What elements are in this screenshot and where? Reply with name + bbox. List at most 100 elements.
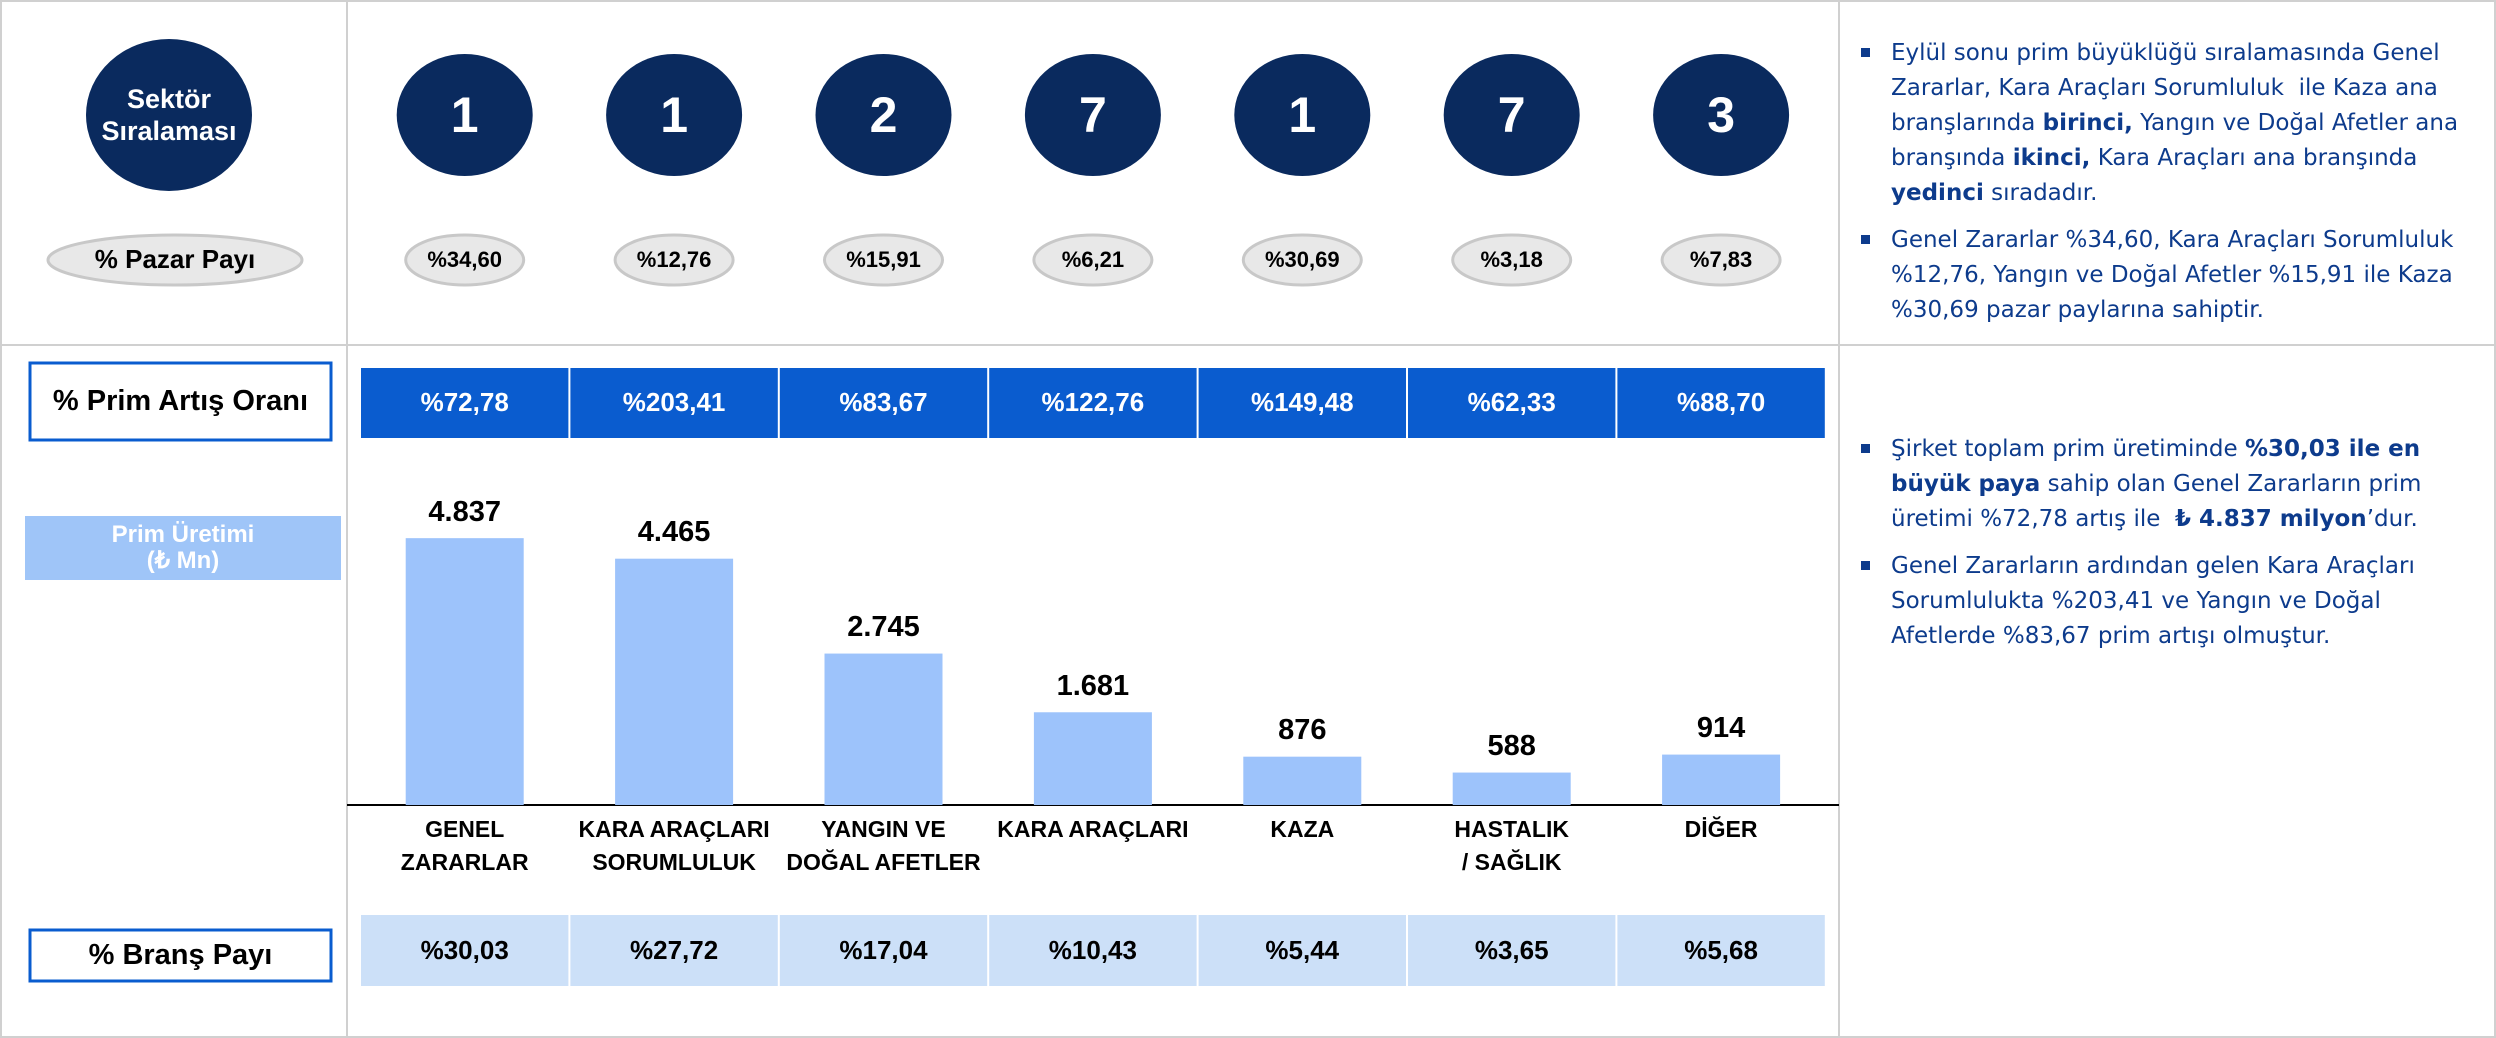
share-badge — [1660, 233, 1782, 287]
growth-rate: %88,70 — [1676, 387, 1766, 418]
growth-cell — [989, 368, 1197, 438]
bullet: Genel Zararların ardından gelen Kara Ara… — [1859, 549, 2469, 654]
rank-badge — [1024, 54, 1161, 176]
branch-share: %30,03 — [420, 934, 509, 965]
share-badge — [613, 233, 735, 287]
x-tick-label: GENEL ZARARLAR — [400, 816, 529, 875]
value-label: 914 — [1696, 712, 1746, 745]
branch-cell — [989, 915, 1197, 986]
value-label: 876 — [1278, 714, 1327, 747]
rank-badge — [606, 54, 743, 176]
rank-badge — [1234, 54, 1371, 176]
bullet-text: Kara Araçları ana branşında — [2090, 145, 2425, 171]
growth-rate: %203,41 — [622, 387, 726, 418]
y-label-box — [25, 516, 341, 580]
value-label: 4.837 — [428, 495, 501, 528]
rank: 1 — [1288, 87, 1317, 143]
branch-cell — [1617, 915, 1825, 986]
x-tick-label: DİĞER — [1684, 816, 1758, 842]
rank: 1 — [660, 87, 688, 143]
growth-rate: %62,33 — [1467, 387, 1556, 418]
branch-cell — [570, 915, 778, 986]
rank-badge — [1443, 54, 1580, 176]
bullet-text: sıradadır. — [1983, 180, 2098, 206]
ranking-badge — [86, 39, 252, 191]
bullets-top: Eylül sonu prim büyüklüğü sıralamasında … — [1859, 36, 2469, 340]
market-share: %30,69 — [1264, 246, 1340, 272]
x-tick-label: HASTALIK / SAĞLIK — [1454, 816, 1569, 875]
bullet-text: ikinci, — [2012, 145, 2091, 171]
bar — [1662, 754, 1781, 805]
value-label: 4.465 — [637, 516, 711, 549]
growth-label-box — [28, 361, 333, 442]
bullet-text: ’dur. — [2366, 506, 2418, 532]
share-badge — [46, 233, 304, 287]
growth-cell — [361, 368, 569, 438]
rank-badge — [815, 54, 952, 176]
bullet: Şirket toplam prim üretiminde %30,03 ile… — [1859, 432, 2469, 537]
bullet-text: %30,03 ile en büyük paya — [1891, 436, 2429, 497]
x-tick-label: KAZA — [1270, 816, 1335, 842]
bar — [615, 558, 734, 805]
market-share-label: % Pazar Payı — [94, 244, 256, 275]
growth-rate: %72,78 — [420, 387, 509, 418]
growth-cell — [1408, 368, 1616, 438]
bullet-text: yedinci — [1891, 180, 1984, 206]
bullet-text: birinci, — [2042, 110, 2133, 136]
bullet-text: Genel Zararlar %34,60, Kara Araçları Sor… — [1891, 227, 2461, 323]
rank: 3 — [1707, 87, 1735, 143]
branch-share: %27,72 — [629, 934, 719, 965]
bar — [405, 538, 524, 805]
growth-cell — [1617, 368, 1825, 438]
rank: 7 — [1078, 87, 1107, 143]
growth-cell — [779, 368, 988, 438]
branch-share: %10,43 — [1048, 934, 1137, 965]
x-tick-label: KARA ARAÇLARI SORUMLULUK — [578, 816, 770, 875]
rank: 1 — [450, 87, 479, 143]
value-label: 588 — [1487, 730, 1536, 763]
rank: 7 — [1497, 87, 1526, 143]
branch-cell — [1198, 915, 1406, 986]
x-tick-label: YANGIN VE DOĞAL AFETLER — [786, 816, 981, 875]
growth-cell — [570, 368, 778, 438]
growth-rate: %83,67 — [839, 387, 928, 418]
rank-badge — [1653, 54, 1790, 176]
growth-cell — [1198, 368, 1406, 438]
growth-label: % Prim Artış Oranı — [52, 385, 309, 418]
bullet-text: Genel Zararların ardından gelen Kara Ara… — [1891, 553, 2423, 649]
market-share: %3,18 — [1480, 246, 1543, 272]
branch-share: %3,65 — [1474, 934, 1549, 965]
branch-share: %5,68 — [1684, 934, 1758, 965]
bullet-text: ₺ 4.837 milyon — [2175, 506, 2367, 532]
market-share: %15,91 — [846, 246, 921, 272]
share-badge — [1241, 233, 1363, 287]
value-label: 2.745 — [847, 611, 920, 644]
bar — [1243, 756, 1362, 805]
share-badge — [1032, 233, 1154, 287]
market-share: %6,21 — [1061, 246, 1125, 272]
bullet-text: Eylül sonu prim büyüklüğü sıralamasında … — [1891, 40, 2447, 136]
y-label: Prim Üretimi (₺ Mn) — [111, 520, 255, 574]
bullet: Genel Zararlar %34,60, Kara Araçları Sor… — [1859, 223, 2469, 328]
branch-share: %5,44 — [1265, 934, 1340, 965]
bar — [824, 653, 943, 805]
rank-badge — [396, 54, 533, 176]
bullet: Eylül sonu prim büyüklüğü sıralamasında … — [1859, 36, 2469, 211]
growth-rate: %149,48 — [1250, 387, 1354, 418]
ranking-label: Sektör Sıralaması — [101, 83, 237, 146]
bar — [1033, 712, 1152, 805]
branch-cell — [1408, 915, 1616, 986]
rank: 2 — [869, 87, 898, 143]
market-share: %34,60 — [427, 246, 502, 272]
share-badge — [823, 233, 944, 287]
bullet-text: sahip olan Genel Zararların prim üretimi… — [1891, 471, 2429, 532]
value-label: 1.681 — [1056, 669, 1130, 702]
branch-label: % Branş Payı — [88, 939, 273, 972]
x-tick-label: KARA ARAÇLARI — [997, 816, 1189, 842]
branch-cell — [361, 915, 569, 986]
share-badge — [404, 233, 526, 287]
bar — [1452, 772, 1571, 805]
